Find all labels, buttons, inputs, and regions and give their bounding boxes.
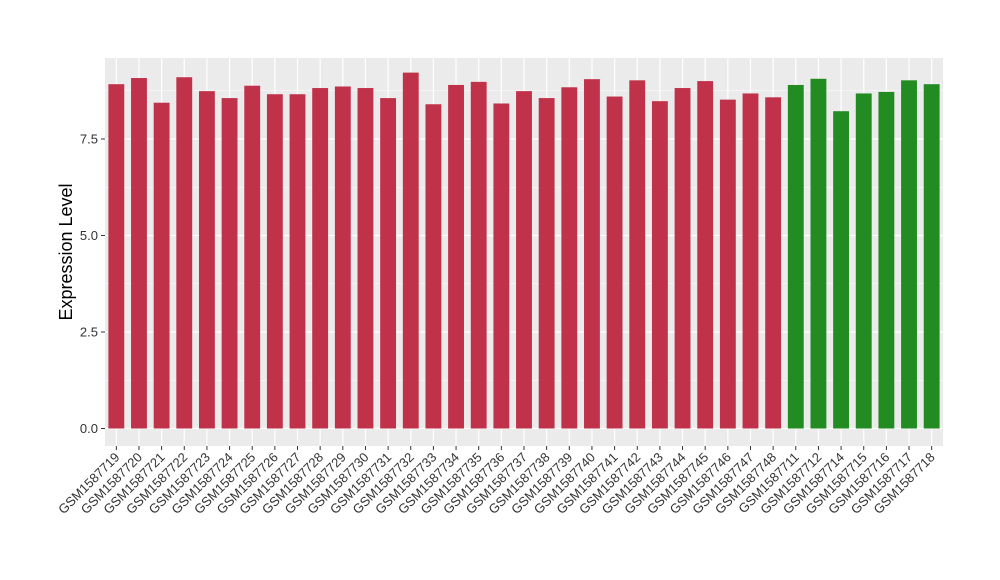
bar-GSM1587745 <box>697 81 714 429</box>
bar-GSM1587743 <box>651 101 668 429</box>
bar-GSM1587712 <box>810 78 827 429</box>
bar-GSM1587733 <box>425 104 442 429</box>
y-tick-label: 5.0 <box>80 228 98 243</box>
bar-GSM1587735 <box>470 81 487 429</box>
bar-GSM1587741 <box>606 96 623 429</box>
bar-GSM1587746 <box>719 99 736 429</box>
bars <box>108 72 940 429</box>
bar-GSM1587727 <box>289 94 306 429</box>
bar-GSM1587724 <box>221 98 238 429</box>
y-tick-label: 2.5 <box>80 325 98 340</box>
bar-GSM1587748 <box>765 97 782 429</box>
bar-GSM1587734 <box>448 84 464 429</box>
bar-GSM1587719 <box>108 84 125 429</box>
bar-GSM1587714 <box>833 111 850 429</box>
y-axis: 0.0 2.5 5.0 7.5 <box>80 132 105 436</box>
bar-GSM1587732 <box>402 72 419 429</box>
x-axis: GSM1587719GSM1587720GSM1587721GSM1587722… <box>55 446 938 517</box>
bar-GSM1587725 <box>244 85 261 429</box>
bar-GSM1587742 <box>629 80 646 429</box>
bar-GSM1587729 <box>334 86 351 429</box>
bar-GSM1587716 <box>878 91 895 429</box>
bar-GSM1587718 <box>923 84 940 429</box>
bar-GSM1587731 <box>380 98 397 429</box>
bar-GSM1587736 <box>493 103 510 429</box>
y-axis-title: Expression Level <box>56 183 76 320</box>
bar-GSM1587721 <box>153 102 170 429</box>
bar-GSM1587737 <box>516 91 532 429</box>
bar-GSM1587722 <box>176 77 193 429</box>
bar-GSM1587739 <box>561 87 578 429</box>
bar-GSM1587747 <box>742 93 759 429</box>
bar-GSM1587720 <box>131 78 147 429</box>
bar-GSM1587740 <box>584 79 600 429</box>
bar-GSM1587717 <box>901 80 917 429</box>
bar-GSM1587711 <box>787 84 804 429</box>
y-tick-label: 0.0 <box>80 421 98 436</box>
bar-GSM1587730 <box>357 88 374 429</box>
y-tick-label: 7.5 <box>80 132 98 147</box>
bar-GSM1587728 <box>312 88 329 429</box>
bar-GSM1587744 <box>674 88 691 429</box>
bar-GSM1587723 <box>198 91 215 429</box>
bar-GSM1587726 <box>266 94 283 429</box>
bar-GSM1587738 <box>538 98 555 429</box>
bar-GSM1587715 <box>855 93 872 429</box>
